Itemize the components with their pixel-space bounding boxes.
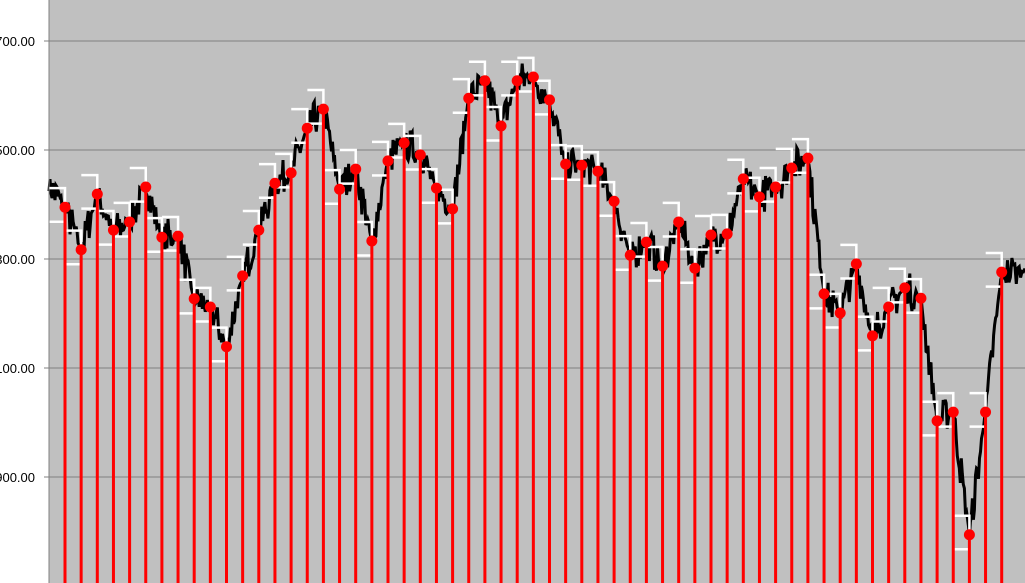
stem-point bbox=[269, 177, 281, 189]
stem-point bbox=[447, 203, 459, 215]
stem-point bbox=[850, 258, 862, 270]
stem-point bbox=[576, 159, 588, 171]
stem-point bbox=[834, 307, 846, 319]
stem-point bbox=[818, 288, 830, 300]
stem-point bbox=[721, 228, 733, 240]
stem-point bbox=[560, 158, 572, 170]
stem-point bbox=[221, 341, 232, 353]
stem-point bbox=[657, 260, 669, 272]
stem-point bbox=[140, 181, 152, 193]
stem-point bbox=[883, 301, 895, 313]
stem-point bbox=[463, 92, 475, 104]
stem-point bbox=[705, 229, 717, 241]
y-tick-label: 700.00 bbox=[0, 34, 35, 49]
stem-point bbox=[59, 201, 71, 213]
stem-point bbox=[737, 173, 749, 185]
stem-point bbox=[511, 75, 523, 87]
stem-point bbox=[382, 155, 394, 167]
stem-point bbox=[786, 162, 798, 174]
y-tick-label: 500.00 bbox=[0, 143, 35, 158]
stem-point bbox=[931, 415, 943, 427]
y-tick-label: 100.00 bbox=[0, 361, 35, 376]
stem-point bbox=[802, 152, 814, 164]
stem-point bbox=[963, 529, 975, 541]
stem-point bbox=[366, 235, 378, 247]
stem-point bbox=[91, 188, 103, 200]
stem-point bbox=[188, 293, 200, 305]
y-tick-label: 900.00 bbox=[0, 470, 35, 485]
stem-point bbox=[544, 94, 555, 106]
stem-point bbox=[624, 249, 636, 261]
stem-point bbox=[867, 330, 878, 342]
stem-point bbox=[430, 182, 442, 194]
stem-point bbox=[640, 236, 652, 248]
stem-point bbox=[915, 292, 927, 304]
stem-point bbox=[350, 163, 362, 175]
stem-point bbox=[107, 224, 119, 236]
stem-point bbox=[204, 301, 216, 313]
stem-point bbox=[172, 230, 184, 242]
stem-point bbox=[398, 137, 410, 149]
stem-point bbox=[495, 120, 507, 132]
stem-point bbox=[947, 406, 959, 418]
stem-point bbox=[301, 122, 313, 134]
stem-point bbox=[592, 165, 604, 177]
stem-point bbox=[753, 191, 765, 203]
stem-point bbox=[334, 183, 346, 195]
stem-point bbox=[124, 216, 136, 228]
stem-point bbox=[253, 224, 265, 236]
stem-point bbox=[479, 75, 491, 87]
stem-point bbox=[980, 406, 992, 418]
stem-point bbox=[608, 195, 620, 207]
stem-point bbox=[527, 71, 539, 83]
stem-point bbox=[996, 266, 1008, 278]
stem-point bbox=[414, 149, 426, 161]
stem-point bbox=[689, 262, 701, 274]
stem-point bbox=[156, 231, 168, 243]
stem-point bbox=[899, 282, 911, 294]
stem-point bbox=[673, 216, 685, 228]
stem-point bbox=[75, 244, 87, 256]
stem-point bbox=[237, 270, 249, 282]
y-tick-label: 300.00 bbox=[0, 252, 35, 267]
stem-point bbox=[317, 103, 329, 115]
stem-point bbox=[770, 181, 782, 193]
stem-point bbox=[285, 167, 297, 179]
